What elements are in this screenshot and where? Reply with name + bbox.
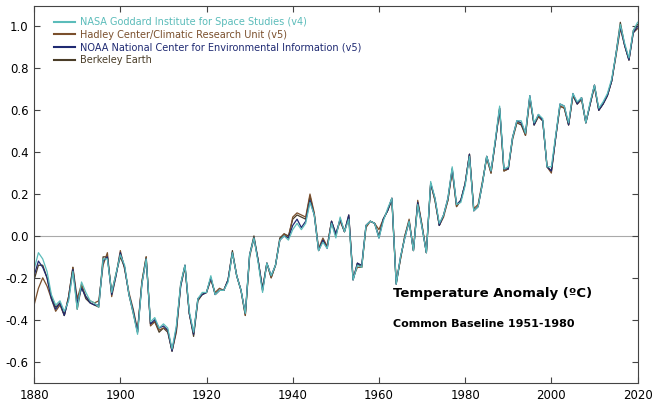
NOAA National Center for Environmental Information (v5) [547,169,555,173]
Hadley Center/Climatic Research Unit (v5) [34,286,42,291]
NOAA National Center for Environmental Information (v5) [634,24,642,29]
NOAA National Center for Environmental Information (v5) [561,104,569,109]
NOAA National Center for Environmental Information (v5) [233,273,241,278]
Hadley Center/Climatic Research Unit (v5) [168,349,176,354]
NASA Goddard Institute for Space Studies (v4) [634,20,642,25]
NASA Goddard Institute for Space Studies (v4) [64,298,72,303]
Hadley Center/Climatic Research Unit (v5) [634,26,642,31]
Berkeley Earth [617,20,624,25]
Berkeley Earth [64,294,72,299]
Line: NOAA National Center for Environmental Information (v5): NOAA National Center for Environmental I… [34,27,638,351]
Berkeley Earth [608,78,616,83]
Line: Hadley Center/Climatic Research Unit (v5): Hadley Center/Climatic Research Unit (v5… [34,29,638,351]
Hadley Center/Climatic Research Unit (v5) [64,294,72,299]
NASA Goddard Institute for Space Studies (v4) [233,273,241,278]
Legend: NASA Goddard Institute for Space Studies (v4), Hadley Center/Climatic Research U: NASA Goddard Institute for Space Studies… [51,14,365,68]
NASA Goddard Institute for Space Studies (v4) [547,164,555,169]
NASA Goddard Institute for Space Studies (v4) [561,104,569,109]
Berkeley Earth [634,22,642,27]
NOAA National Center for Environmental Information (v5) [30,273,38,278]
NASA Goddard Institute for Space Studies (v4) [168,346,176,351]
Hadley Center/Climatic Research Unit (v5) [561,106,569,111]
Hadley Center/Climatic Research Unit (v5) [233,273,241,278]
NOAA National Center for Environmental Information (v5) [34,259,42,264]
NOAA National Center for Environmental Information (v5) [617,24,624,29]
Berkeley Earth [233,273,241,278]
Hadley Center/Climatic Research Unit (v5) [608,78,616,83]
NOAA National Center for Environmental Information (v5) [168,349,176,354]
NASA Goddard Institute for Space Studies (v4) [34,250,42,255]
NASA Goddard Institute for Space Studies (v4) [30,267,38,272]
Hadley Center/Climatic Research Unit (v5) [617,26,624,31]
Berkeley Earth [30,277,38,282]
NOAA National Center for Environmental Information (v5) [608,78,616,83]
Text: Temperature Anomaly (ºC): Temperature Anomaly (ºC) [393,287,592,300]
Berkeley Earth [547,169,555,173]
Berkeley Earth [34,263,42,268]
Berkeley Earth [561,106,569,111]
Berkeley Earth [168,349,176,354]
Hadley Center/Climatic Research Unit (v5) [30,303,38,308]
NASA Goddard Institute for Space Studies (v4) [608,76,616,81]
Hadley Center/Climatic Research Unit (v5) [547,171,555,175]
Line: NASA Goddard Institute for Space Studies (v4): NASA Goddard Institute for Space Studies… [34,22,638,349]
Line: Berkeley Earth: Berkeley Earth [34,22,638,351]
Text: Common Baseline 1951-1980: Common Baseline 1951-1980 [393,319,574,329]
NOAA National Center for Environmental Information (v5) [64,296,72,301]
